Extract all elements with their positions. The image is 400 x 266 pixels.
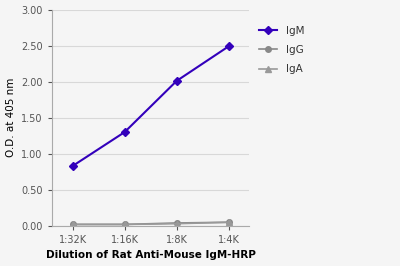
- IgM: [70, 164, 75, 168]
- IgA: [70, 223, 75, 226]
- IgG: [122, 223, 127, 226]
- IgG: [226, 221, 231, 224]
- Line: IgM: IgM: [70, 44, 232, 169]
- Legend: IgM, IgG, IgA: IgM, IgG, IgA: [259, 26, 304, 74]
- IgG: [70, 223, 75, 226]
- IgM: [122, 131, 127, 134]
- Line: IgG: IgG: [70, 219, 232, 227]
- IgA: [174, 222, 179, 225]
- IgM: [174, 79, 179, 82]
- IgA: [226, 221, 231, 224]
- Y-axis label: O.D. at 405 nm: O.D. at 405 nm: [6, 78, 16, 157]
- IgA: [122, 223, 127, 226]
- IgG: [174, 221, 179, 225]
- X-axis label: Dilution of Rat Anti-Mouse IgM-HRP: Dilution of Rat Anti-Mouse IgM-HRP: [46, 251, 256, 260]
- Line: IgA: IgA: [70, 219, 232, 227]
- IgM: [226, 45, 231, 48]
